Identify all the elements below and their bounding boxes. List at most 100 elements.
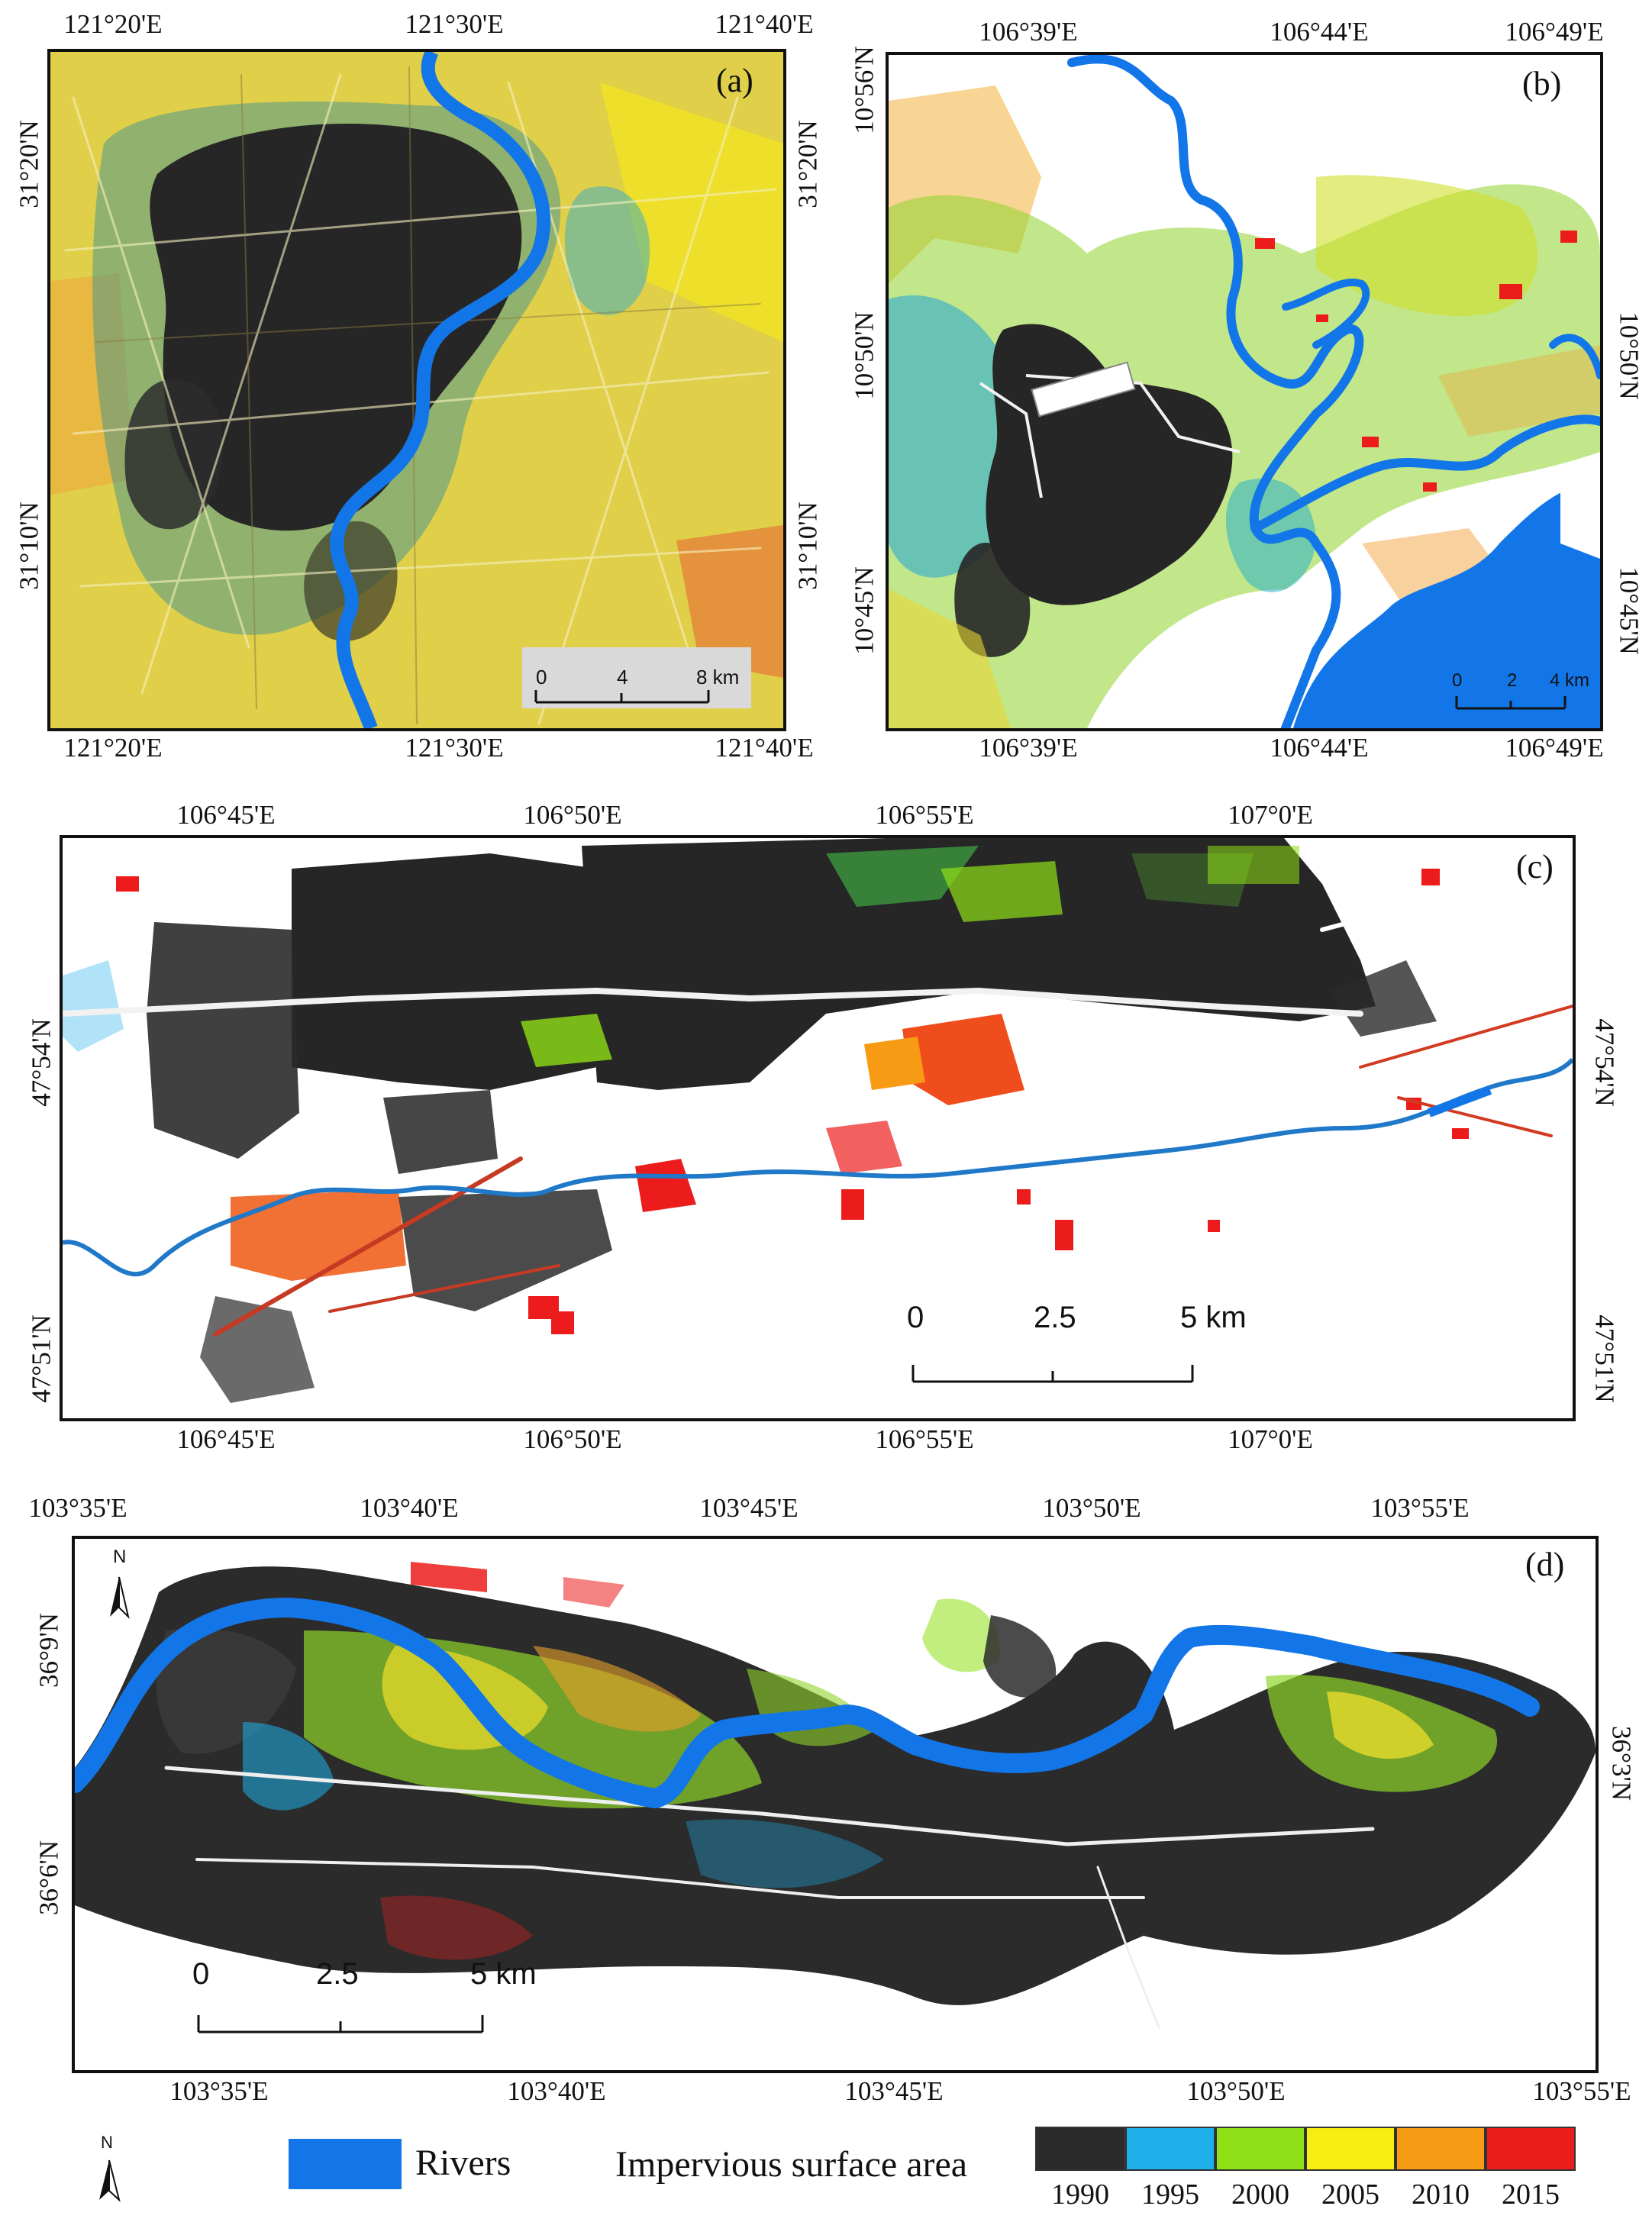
- c-right-tick-1: 47°54'N: [1589, 1018, 1620, 1107]
- d-left-tick-1: 36°9'N: [34, 1612, 64, 1688]
- panel-label-c: (c): [1516, 848, 1554, 885]
- legend-year-2015: 2015: [1502, 2179, 1560, 2211]
- b-top-tick-2: 106°44'E: [1270, 17, 1369, 47]
- b-right-tick-1: 10°50'N: [1614, 311, 1644, 400]
- d-top-tick-1: 103°35'E: [28, 1493, 127, 1523]
- a-right-tick-2: 31°10'N: [792, 502, 823, 590]
- b-scale-2: 2: [1507, 670, 1518, 691]
- b-left-tick-2: 10°50'N: [849, 311, 879, 400]
- c-scale-0: 0: [907, 1301, 924, 1334]
- d-top-tick-4: 103°50'E: [1042, 1493, 1141, 1523]
- map-frame-c: (c) 0 2.5 5 km: [60, 835, 1576, 1421]
- c-right-tick-2: 47°51'N: [1589, 1314, 1620, 1403]
- d-bottom-tick-2: 103°40'E: [507, 2076, 606, 2106]
- d-bottom-tick-3: 103°45'E: [844, 2076, 944, 2106]
- c-top-tick-1: 106°45'E: [176, 800, 276, 830]
- isa-fill-c: [63, 838, 1437, 1403]
- legend-swatch-1990: [1035, 2127, 1125, 2171]
- legend-swatch-2015: [1486, 2127, 1576, 2171]
- a-scale-4: 4: [617, 666, 628, 689]
- b-top-tick-1: 106°39'E: [979, 17, 1078, 47]
- legend-swatch-2010: [1395, 2127, 1486, 2171]
- roads-d: [164, 1766, 1375, 2029]
- isa-label: Impervious surface area: [615, 2144, 968, 2185]
- d-top-tick-5: 103°55'E: [1370, 1493, 1470, 1523]
- b-bottom-tick-1: 106°39'E: [979, 733, 1078, 763]
- legend-year-2005: 2005: [1321, 2179, 1379, 2211]
- d-bottom-tick-4: 103°50'E: [1186, 2076, 1286, 2106]
- north-arrow-legend: [99, 2159, 121, 2203]
- isa-red-scatter-c: [116, 869, 1469, 1334]
- legend-year-1990: 1990: [1051, 2179, 1109, 2211]
- legend-swatch-2000: [1215, 2127, 1305, 2171]
- a-left-tick-1: 31°20'N: [14, 120, 44, 208]
- north-arrow-d: [110, 1576, 130, 1620]
- map-frame-a: (a) 0 4 8 km: [47, 49, 786, 731]
- roads-c: [63, 889, 1573, 1337]
- c-top-tick-3: 106°55'E: [875, 800, 974, 830]
- isa-fill-d: [75, 1562, 1596, 2005]
- b-bottom-tick-2: 106°44'E: [1270, 733, 1369, 763]
- a-top-tick-1: 121°20'E: [63, 9, 163, 39]
- b-top-tick-3: 106°49'E: [1505, 17, 1604, 47]
- isa-red-patches-b: [1255, 231, 1577, 492]
- c-top-tick-4: 107°0'E: [1228, 800, 1313, 830]
- isa-map-b: [889, 55, 1600, 728]
- panel-label-b: (b): [1522, 65, 1562, 102]
- river-b: [1067, 55, 1600, 728]
- d-bottom-tick-5: 103°55'E: [1532, 2076, 1631, 2106]
- d-scale-2-5: 2.5: [316, 1957, 359, 1991]
- river-c: [63, 1057, 1573, 1277]
- legend-year-1995: 1995: [1141, 2179, 1199, 2211]
- a-right-tick-1: 31°20'N: [792, 120, 823, 208]
- scale-bar-b-lines: [1455, 696, 1566, 710]
- a-bottom-tick-2: 121°30'E: [405, 733, 504, 763]
- panel-label-d: (d): [1525, 1546, 1565, 1583]
- isa-map-d: [75, 1562, 1596, 2029]
- d-top-tick-2: 103°40'E: [360, 1493, 459, 1523]
- legend-year-2000: 2000: [1231, 2179, 1289, 2211]
- panel-label-a: (a): [716, 62, 753, 99]
- c-bottom-tick-3: 106°55'E: [875, 1424, 974, 1454]
- rivers-label: Rivers: [415, 2143, 511, 2183]
- isa-fill-b: [889, 85, 1600, 728]
- isa-map-a: [50, 52, 783, 728]
- c-left-tick-2: 47°51'N: [26, 1314, 56, 1403]
- c-left-tick-1: 47°54'N: [26, 1018, 56, 1107]
- d-left-tick-2: 36°6'N: [34, 1840, 64, 1916]
- scale-bar-d-lines: [197, 2015, 484, 2033]
- a-scale-0: 0: [536, 666, 547, 689]
- north-label-d: N: [113, 1546, 127, 1567]
- legend-swatch-1995: [1125, 2127, 1215, 2171]
- b-bottom-tick-3: 106°49'E: [1505, 733, 1604, 763]
- map-frame-b: (b) 0 2 4 km: [886, 52, 1603, 731]
- d-bottom-tick-1: 103°35'E: [169, 2076, 269, 2106]
- a-left-tick-2: 31°10'N: [14, 502, 44, 590]
- d-scale-5: 5 km: [470, 1957, 537, 1991]
- d-right-tick-1: 36°3'N: [1606, 1725, 1637, 1801]
- d-top-tick-3: 103°45'E: [699, 1493, 799, 1523]
- c-scale-5: 5 km: [1180, 1301, 1247, 1334]
- b-right-tick-2: 10°45'N: [1614, 566, 1644, 655]
- scale-bar-a: [522, 647, 751, 708]
- legend-year-2010: 2010: [1412, 2179, 1470, 2211]
- roads-b: [979, 361, 1241, 498]
- c-bottom-tick-4: 107°0'E: [1228, 1424, 1313, 1454]
- legend-swatch-2005: [1305, 2127, 1395, 2171]
- b-left-tick-1: 10°56'N: [849, 46, 879, 134]
- b-left-tick-3: 10°45'N: [849, 566, 879, 655]
- c-bottom-tick-1: 106°45'E: [176, 1424, 276, 1454]
- d-scale-0: 0: [192, 1957, 210, 1991]
- c-scale-2-5: 2.5: [1034, 1301, 1076, 1334]
- scale-bar-c-lines: [912, 1365, 1194, 1383]
- map-frame-d: (d) N 0 2.5 5 km: [72, 1536, 1599, 2073]
- a-top-tick-2: 121°30'E: [405, 9, 504, 39]
- river-a: [330, 52, 551, 728]
- rivers-swatch: [289, 2139, 402, 2189]
- c-bottom-tick-2: 106°50'E: [523, 1424, 622, 1454]
- isa-map-c: [63, 838, 1573, 1403]
- a-bottom-tick-3: 121°40'E: [715, 733, 814, 763]
- a-scale-8: 8 km: [696, 666, 740, 689]
- north-label-legend: N: [101, 2133, 113, 2152]
- b-scale-4: 4 km: [1550, 670, 1590, 691]
